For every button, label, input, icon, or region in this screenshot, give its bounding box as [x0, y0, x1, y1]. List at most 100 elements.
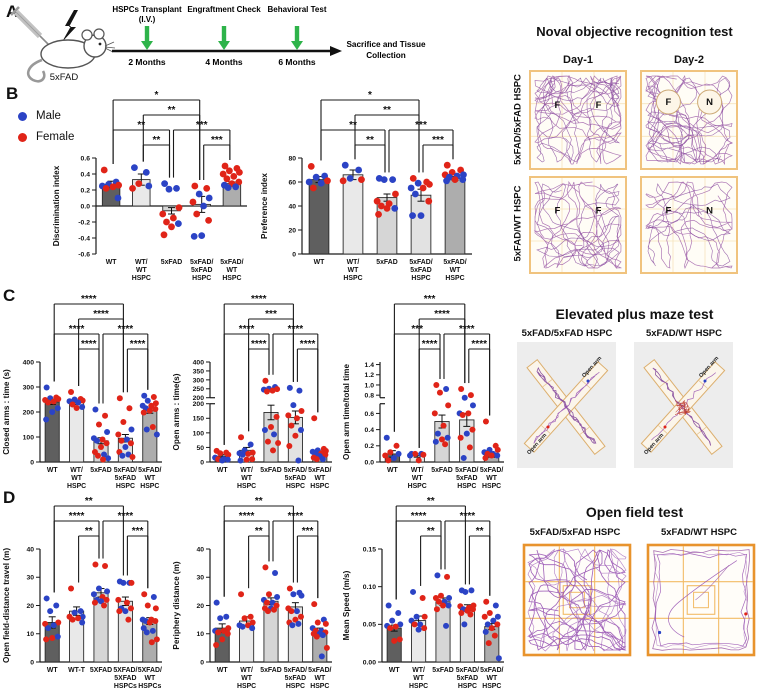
svg-text:F: F: [666, 97, 672, 108]
svg-text:0.2: 0.2: [81, 187, 91, 194]
svg-text:0: 0: [200, 659, 204, 666]
svg-text:WT: WT: [314, 259, 326, 266]
svg-text:5xFAD/: 5xFAD/: [308, 667, 331, 674]
svg-text:HSPC: HSPC: [237, 683, 256, 690]
svg-text:HSPC: HSPC: [286, 483, 305, 490]
svg-text:10: 10: [196, 631, 204, 638]
svg-text:5xFAD: 5xFAD: [161, 259, 182, 266]
svg-text:HSPC: HSPC: [411, 275, 430, 282]
svg-text:***: ***: [424, 294, 436, 305]
svg-text:F: F: [555, 100, 561, 111]
svg-text:WT: WT: [314, 675, 326, 682]
svg-text:**: **: [255, 526, 263, 537]
svg-text:40: 40: [26, 546, 34, 553]
svg-text:20: 20: [196, 603, 204, 610]
nor-row-label-1: 5xFAD/5xFAD HSPC: [512, 74, 524, 165]
svg-text:****: ****: [434, 309, 450, 320]
event-title: (I.V.): [139, 15, 156, 24]
svg-text:WT: WT: [241, 675, 253, 682]
chart-open-arms-time: 0 50 100 150 200 200 250 300 350 400 **** *** **** **…: [170, 292, 340, 496]
svg-text:Mean Speed (m/s): Mean Speed (m/s): [342, 570, 351, 640]
svg-text:0.6: 0.6: [365, 411, 375, 418]
svg-text:-0.6: -0.6: [78, 251, 90, 258]
svg-text:**: **: [255, 496, 263, 507]
svg-text:5xFAD/: 5xFAD/: [114, 467, 137, 474]
svg-text:HSPC: HSPC: [116, 483, 135, 490]
of-label-1: 5xFAD/5xFAD HSPC: [529, 527, 621, 538]
svg-text:5xFAD/: 5xFAD/: [190, 259, 213, 266]
svg-text:0: 0: [30, 459, 34, 466]
svg-text:400: 400: [23, 359, 35, 366]
svg-text:WT/: WT/: [240, 467, 253, 474]
svg-text:350: 350: [193, 368, 205, 375]
svg-text:80: 80: [288, 155, 296, 162]
svg-text:****: ****: [69, 511, 85, 522]
svg-text:***: ***: [411, 324, 423, 335]
svg-text:F: F: [555, 205, 561, 216]
svg-text:5xFAD/: 5xFAD/: [220, 259, 243, 266]
svg-text:****: ****: [471, 339, 487, 350]
svg-text:HSPC: HSPC: [482, 483, 501, 490]
svg-text:WT: WT: [144, 475, 156, 482]
svg-text:F: F: [666, 205, 672, 216]
svg-text:WT: WT: [314, 475, 326, 482]
svg-text:WT: WT: [71, 475, 83, 482]
svg-text:WT/: WT/: [135, 259, 148, 266]
svg-text:5xFAD: 5xFAD: [457, 675, 478, 682]
svg-text:5xFAD: 5xFAD: [260, 667, 281, 674]
svg-text:HSPC: HSPC: [310, 683, 329, 690]
panel-a-schematic: 5xFAD HSPCs Transplant (I.V.) Engraftmen…: [10, 5, 426, 83]
svg-text:0.4: 0.4: [81, 171, 91, 178]
svg-text:WT/: WT/: [240, 667, 253, 674]
svg-text:****: ****: [81, 294, 97, 305]
svg-text:5xFAD: 5xFAD: [191, 267, 212, 274]
svg-text:F: F: [596, 205, 602, 216]
svg-text:Open field-distance travel (m): Open field-distance travel (m): [2, 548, 11, 663]
svg-text:WT/: WT/: [70, 467, 83, 474]
svg-text:HSPC: HSPC: [457, 483, 476, 490]
chart-periphery-distance: 0 10 20 30 40 ** **** **** ** *** WT WT/WT HSPC 5xFAD…: [170, 494, 340, 696]
svg-text:5XFAD: 5XFAD: [114, 675, 136, 682]
svg-text:5xFAD/: 5xFAD/: [443, 259, 466, 266]
svg-text:HSPC: HSPC: [343, 275, 362, 282]
of-trace-5xfad-wt-hspc: [646, 543, 756, 657]
panel-label-d: D: [3, 488, 16, 507]
svg-text:HSPC: HSPC: [192, 275, 211, 282]
svg-text:WT: WT: [241, 475, 253, 482]
svg-text:0.6: 0.6: [81, 155, 91, 162]
svg-text:0: 0: [200, 459, 204, 466]
svg-text:WT: WT: [412, 475, 424, 482]
svg-text:-0.2: -0.2: [78, 219, 90, 226]
svg-text:0.05: 0.05: [363, 622, 376, 629]
nor-col-day2: Day-2: [674, 54, 704, 66]
svg-text:HSPC: HSPC: [140, 483, 159, 490]
svg-text:0.10: 0.10: [363, 584, 376, 591]
of-title: Open field test: [585, 504, 684, 520]
svg-text:0: 0: [30, 659, 34, 666]
nor-row-label-2: 5xFAD/WT HSPC: [512, 185, 524, 262]
svg-text:**: **: [153, 135, 161, 146]
svg-text:Open arm time/total time: Open arm time/total time: [342, 364, 351, 460]
svg-text:***: ***: [132, 526, 144, 537]
svg-text:****: ****: [81, 339, 97, 350]
svg-text:HSPC: HSPC: [408, 483, 427, 490]
svg-text:WT: WT: [486, 675, 498, 682]
svg-text:250: 250: [193, 386, 205, 393]
svg-text:50: 50: [196, 445, 204, 452]
svg-text:**: **: [383, 105, 391, 116]
svg-text:Open arms : time(s): Open arms : time(s): [172, 373, 181, 450]
legend-male-row: Male: [18, 110, 74, 122]
event-title: Behavioral Test: [268, 5, 327, 14]
svg-text:****: ****: [422, 339, 438, 350]
svg-text:***: ***: [415, 120, 427, 131]
lightning-icon: [62, 10, 78, 42]
svg-text:5xFAD/: 5xFAD/: [456, 667, 479, 674]
female-dot-icon: [18, 132, 27, 142]
svg-text:****: ****: [459, 324, 475, 335]
svg-text:5xFAD: 5xFAD: [410, 267, 431, 274]
svg-text:5xFAD: 5xFAD: [456, 475, 477, 482]
svg-text:HSPC: HSPC: [286, 683, 305, 690]
